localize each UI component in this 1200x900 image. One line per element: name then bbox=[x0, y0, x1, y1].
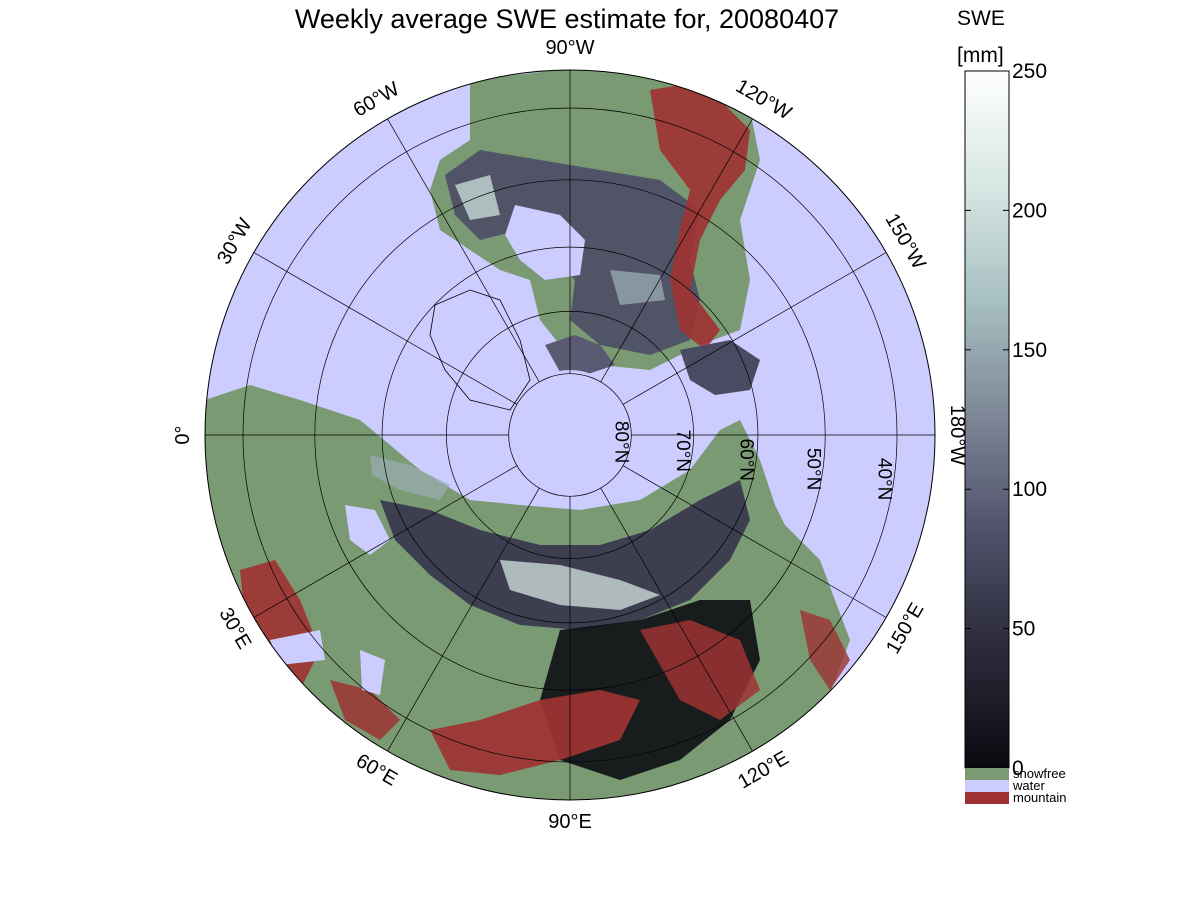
longitude-label: 90°W bbox=[545, 37, 594, 59]
longitude-label: 0° bbox=[172, 425, 194, 444]
latitude-label: 70°N bbox=[672, 430, 693, 472]
legend-label-mountain: mountain bbox=[1013, 790, 1066, 805]
colorbar-label-unit: [mm] bbox=[957, 44, 1004, 67]
land-kamchatka bbox=[745, 490, 785, 540]
meridian-120 bbox=[600, 487, 753, 752]
colorbar-tick-label: 150 bbox=[1012, 339, 1047, 362]
latitude-label: 80°N bbox=[610, 421, 631, 463]
graticule bbox=[205, 70, 935, 800]
snow-scandinavia bbox=[370, 455, 450, 500]
colorbar-tick-label: 200 bbox=[1012, 199, 1047, 222]
canadian-archipelago bbox=[545, 335, 615, 375]
longitude-label: 30°E bbox=[214, 604, 255, 653]
snow-north-america-deep-2 bbox=[610, 270, 665, 305]
meridian-60 bbox=[387, 487, 540, 752]
colorbar-tick-label: 100 bbox=[1012, 478, 1047, 501]
legend-swatch-water bbox=[965, 780, 1009, 792]
latitude-labels: 80°N 70°N 60°N 50°N 40°N bbox=[610, 421, 894, 500]
mountain-east-siberia bbox=[640, 620, 760, 720]
legend-label-snowfree: snowfree bbox=[1013, 766, 1066, 781]
latitude-label: 40°N bbox=[873, 458, 894, 500]
meridian--120 bbox=[600, 118, 753, 383]
caspian-sea bbox=[360, 650, 385, 695]
mountain-caucasus bbox=[330, 680, 400, 740]
mountain-rockies bbox=[650, 85, 750, 350]
longitude-label: 90°E bbox=[548, 811, 592, 833]
meridian-150 bbox=[622, 465, 887, 618]
legend-swatch-mountain bbox=[965, 792, 1009, 804]
colorbar: SWE [mm] 0 50 100 150 200 250 snowfreewatermo… bbox=[957, 7, 1066, 805]
latitude-label: 50°N bbox=[802, 448, 823, 490]
colorbar-tick-label: 250 bbox=[1012, 60, 1047, 83]
longitude-label: 60°E bbox=[352, 750, 401, 791]
mountain-central-asia bbox=[430, 690, 640, 775]
latitude-label: 60°N bbox=[736, 439, 757, 481]
arctic-ocean bbox=[510, 370, 630, 490]
black-sea bbox=[270, 630, 325, 665]
snow-eurasia bbox=[380, 480, 750, 630]
colorbar-ticks: 0 50 100 150 200 250 bbox=[965, 60, 1047, 780]
hudson-bay bbox=[505, 205, 585, 280]
legend-label-water: water bbox=[1012, 778, 1045, 793]
land-alaska bbox=[680, 340, 760, 395]
colorbar-tick-label: 50 bbox=[1012, 618, 1035, 641]
meridian--150 bbox=[622, 252, 887, 405]
colorbar-ramp bbox=[964, 70, 1010, 769]
meridian--30 bbox=[253, 252, 518, 405]
colorbar-tick-label: 0 bbox=[1012, 757, 1024, 780]
polar-map: 90°W120°W150°W180°W150°E120°E90°E60°E30°… bbox=[172, 37, 968, 833]
snow-eurasia-deep bbox=[500, 560, 660, 610]
baltic-sea bbox=[345, 505, 390, 555]
longitude-label: 180°W bbox=[946, 405, 968, 465]
land-japan bbox=[800, 610, 850, 690]
meridian-30 bbox=[253, 465, 518, 618]
map-title: Weekly average SWE estimate for, 2008040… bbox=[295, 4, 839, 34]
meridian--60 bbox=[387, 118, 540, 383]
colorbar-label-swe: SWE bbox=[957, 7, 1005, 30]
legend-swatch-snowfree bbox=[965, 768, 1009, 780]
